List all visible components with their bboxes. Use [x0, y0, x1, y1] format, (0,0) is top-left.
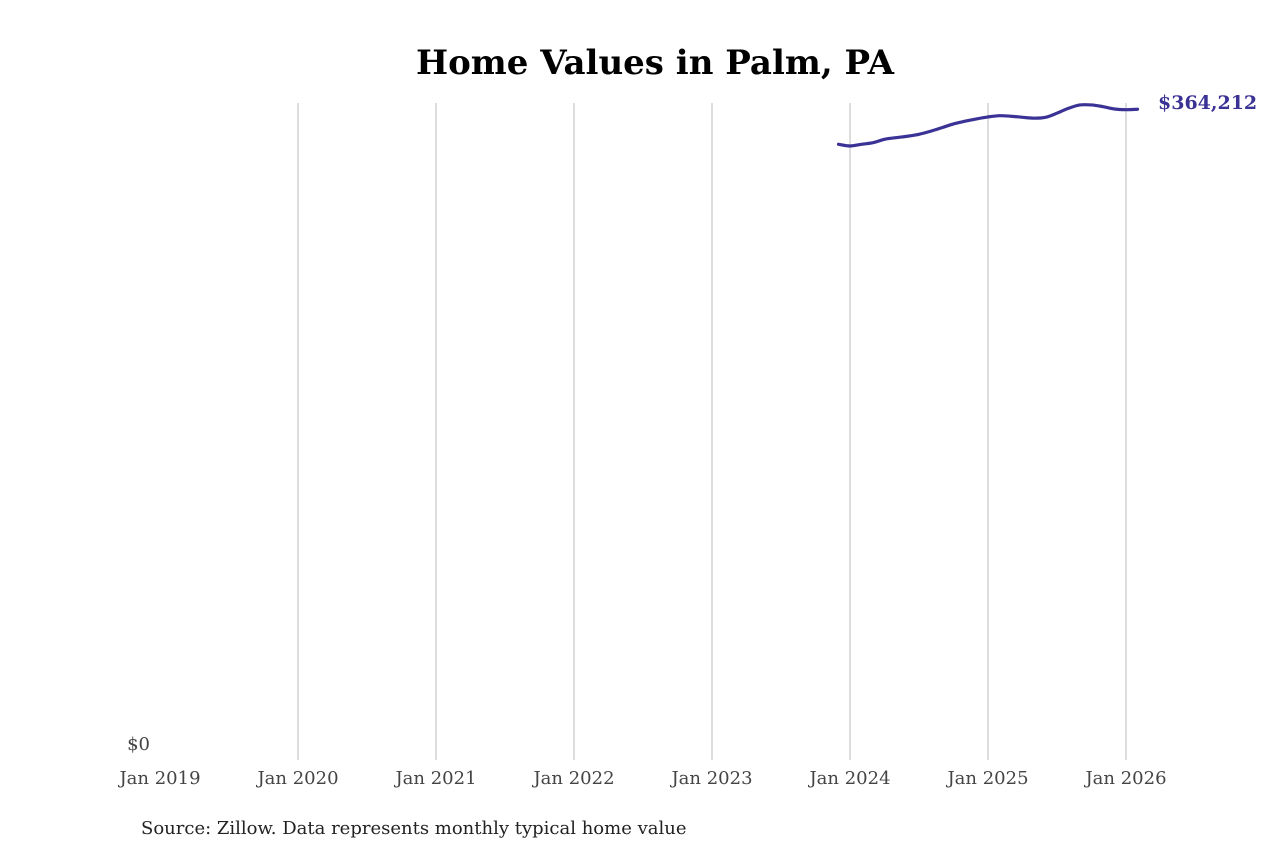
- source-note: Source: Zillow. Data represents monthly …: [141, 818, 687, 839]
- x-tick-label: Jan 2025: [945, 768, 1028, 789]
- x-tick-label: Jan 2022: [531, 768, 614, 789]
- x-tick-label: Jan 2024: [807, 768, 890, 789]
- y-tick-label: $0: [127, 734, 150, 755]
- x-tick-label: Jan 2019: [117, 768, 200, 789]
- series-line: [836, 103, 1140, 148]
- end-value-label: $364,212: [1158, 92, 1257, 114]
- x-tick-label: Jan 2026: [1083, 768, 1166, 789]
- x-tick-label: Jan 2021: [393, 768, 476, 789]
- chart-title: Home Values in Palm, PA: [416, 43, 895, 83]
- x-tick-label: Jan 2020: [255, 768, 338, 789]
- x-tick-label: Jan 2023: [669, 768, 752, 789]
